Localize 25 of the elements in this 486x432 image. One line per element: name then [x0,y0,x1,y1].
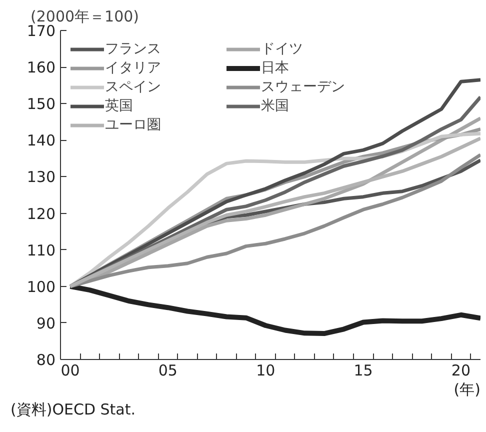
y-tick-label: 110 [26,241,56,260]
legend-label: イタリア [105,59,162,77]
legend-label: 日本 [261,59,290,77]
y-tick-label: 120 [26,204,56,223]
x-tick-label: 10 [256,362,276,380]
legend-label: 米国 [261,97,290,115]
legend-label: フランス [105,40,162,58]
y-tick-label: 160 [26,58,56,77]
y-tick-label: 100 [26,278,56,296]
legend-label: 英国 [105,97,134,115]
text: (資料)OECD Stat. [10,400,136,418]
legend-label: スペイン [105,78,162,96]
legend-label: ユーロ圏 [105,116,162,134]
y-tick-label: 90 [36,314,56,332]
y-tick-label: 140 [26,132,56,150]
y-tick-label: 150 [26,95,56,114]
x-tick-label: 00 [60,362,80,380]
x-tick-label: 15 [354,362,373,380]
y-tick-label: 130 [26,168,56,186]
x-tick-label: 05 [158,362,178,380]
legend-label: ドイツ [261,40,304,58]
y-tick-label: 80 [36,351,56,369]
x-tick-label: 20 [451,362,471,380]
x-axis-title: (年) [454,380,481,398]
legend-label: スウェーデン [261,78,346,96]
